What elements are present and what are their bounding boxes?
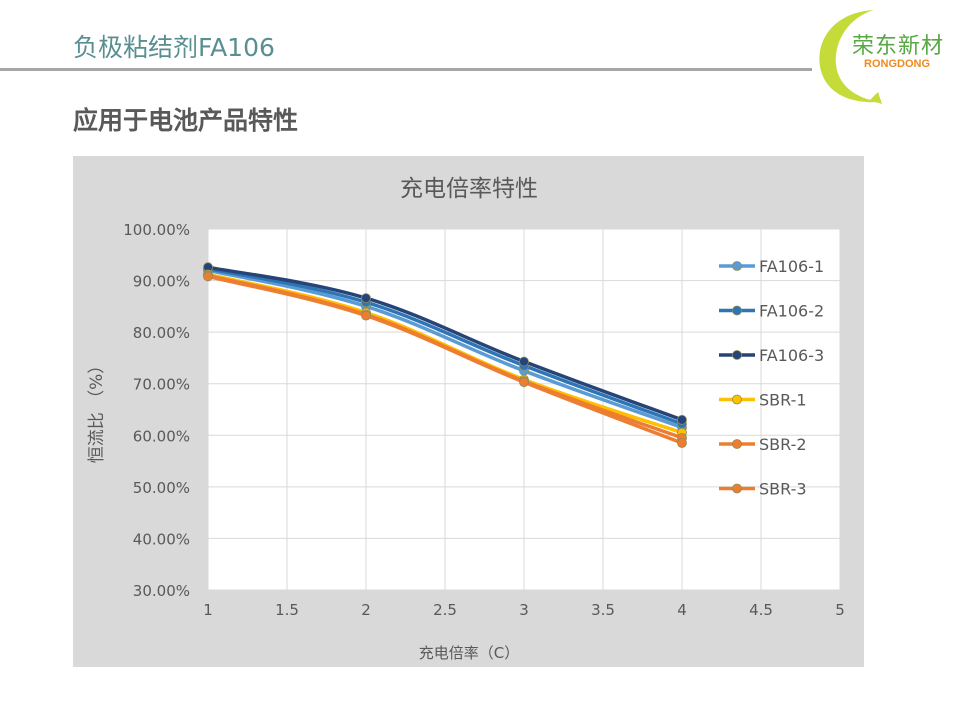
legend-swatch-marker xyxy=(732,483,742,494)
data-point xyxy=(677,438,687,448)
legend-label: SBR-3 xyxy=(759,480,807,499)
series-line xyxy=(206,265,684,422)
y-tick-label: 60.00% xyxy=(133,427,190,445)
slide-title: 负极粘结剂FA106 xyxy=(73,33,275,62)
y-axis-title: 恒流比 （%） xyxy=(87,357,107,464)
y-tick-label: 30.00% xyxy=(133,582,190,600)
data-point xyxy=(677,414,687,425)
legend-swatch-marker xyxy=(732,261,742,271)
legend-entry: SBR-3 xyxy=(719,480,807,499)
data-point xyxy=(361,293,371,304)
legend-entry: FA106-3 xyxy=(719,346,824,365)
legend-label: FA106-1 xyxy=(759,257,824,276)
line-chart: 充电倍率特性 1 1.5 2 2.5 3 3.5 4 4.5 5 100.00% 90.00% 80.… xyxy=(73,156,864,667)
x-tick-label: 2 xyxy=(361,601,371,619)
y-tick-label: 80.00% xyxy=(133,324,190,342)
legend-swatch-marker xyxy=(732,305,742,316)
section-heading: 应用于电池产品特性 xyxy=(73,106,299,135)
series-fa106-3 xyxy=(203,262,687,425)
legend-label: SBR-1 xyxy=(759,391,807,410)
x-tick-label: 4 xyxy=(677,601,687,619)
y-tick-label: 40.00% xyxy=(133,530,190,548)
legend-entry: SBR-1 xyxy=(719,391,807,410)
series-sbr-3 xyxy=(203,271,687,448)
y-tick-label: 50.00% xyxy=(133,479,190,497)
logo-swoosh-icon xyxy=(819,10,882,104)
x-tick-label: 2.5 xyxy=(433,601,457,619)
x-tick-label: 3 xyxy=(519,601,529,619)
series-line xyxy=(206,266,684,426)
legend-label: FA106-3 xyxy=(759,346,824,365)
x-tick-label: 4.5 xyxy=(749,601,773,619)
x-tick-label: 3.5 xyxy=(591,601,615,619)
data-point xyxy=(361,310,371,321)
x-tick-label: 1.5 xyxy=(275,601,299,619)
chart-canvas: 充电倍率特性 1 1.5 2 2.5 3 3.5 4 4.5 5 100.00% 90.00% 80.… xyxy=(73,156,864,667)
series-line xyxy=(206,268,684,430)
legend-swatch-marker xyxy=(732,394,742,405)
y-tick-label: 70.00% xyxy=(133,376,190,394)
x-tick-label: 1 xyxy=(203,601,213,619)
chart-title: 充电倍率特性 xyxy=(400,176,538,202)
legend-swatch-marker xyxy=(732,439,742,449)
legend-entry: SBR-2 xyxy=(719,435,807,454)
data-point xyxy=(203,271,213,282)
logo-name: 荣东新材 xyxy=(852,34,945,59)
data-point xyxy=(519,356,529,367)
title-divider xyxy=(0,68,812,71)
logo-subtext: RONGDONG xyxy=(864,58,930,70)
y-tick-label: 100.00% xyxy=(123,221,190,239)
legend-label: SBR-2 xyxy=(759,435,807,454)
legend-entry: FA106-2 xyxy=(719,302,824,321)
legend-entry: FA106-1 xyxy=(719,257,824,276)
y-tick-label: 90.00% xyxy=(133,273,190,291)
x-tick-label: 5 xyxy=(835,601,845,619)
legend-swatch-marker xyxy=(732,350,742,360)
legend-label: FA106-2 xyxy=(759,302,824,321)
x-axis-title: 充电倍率（C） xyxy=(419,644,519,662)
company-logo: 荣东新材 RONGDONG xyxy=(812,4,961,108)
series-line xyxy=(206,274,684,445)
data-point xyxy=(519,377,529,388)
